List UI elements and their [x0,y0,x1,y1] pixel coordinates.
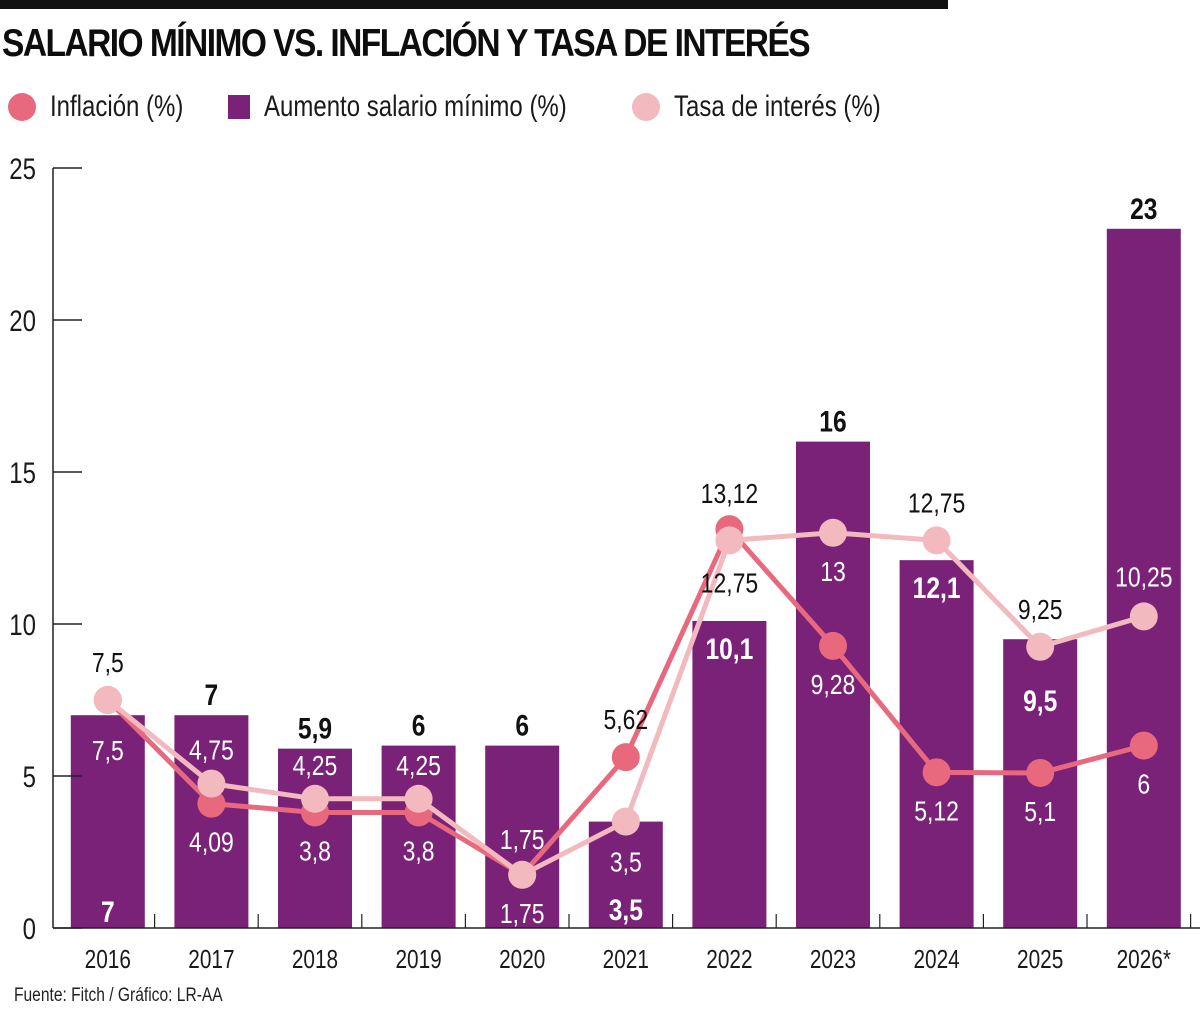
bar-2022 [692,620,767,928]
bar-value-label: 5,9 [298,711,332,745]
inflacion-point [197,789,226,818]
x-tick-label: 2024 [913,945,959,974]
inflacion-point [1026,758,1055,787]
inflacion-value-label: 4,09 [189,828,234,859]
y-tick-label: 15 [9,455,36,489]
tasa-point [301,784,329,813]
inflacion-value-label: 3,8 [299,836,331,867]
tasa-point [197,769,226,798]
bar-value-label: 7 [205,678,219,712]
inflacion-value-label: 3,8 [403,836,435,867]
tasa-point [93,686,122,714]
bar-value-label: 9,5 [1023,684,1057,718]
inflacion-point [611,743,640,772]
y-tick-label: 0 [23,911,36,945]
tasa-value-label: 1,75 [500,825,545,856]
inflacion-point [1129,731,1158,760]
inflacion-value-label: 5,1 [1024,797,1056,828]
tasa-value-label: 4,25 [396,751,441,782]
tasa-point [1129,602,1158,631]
chart-title: SALARIO MÍNIMO VS. INFLACIÓN Y TASA DE I… [2,22,811,65]
bar-2019 [381,745,456,928]
x-tick-label: 2026* [1117,945,1171,974]
tasa-point [922,526,951,555]
legend-item-salario: Aumento salario mínimo (%) [228,90,642,124]
inflacion-value-label: 5,62 [603,705,648,736]
x-tick-label: 2023 [810,945,856,974]
bar-value-label: 10,1 [705,632,753,666]
y-tick-label: 5 [23,759,36,793]
legend-item-tasa: Tasa de interés (%) [632,90,932,124]
x-tick-label: 2019 [395,945,441,974]
y-tick-label: 25 [9,151,36,185]
legend: Inflación (%) Aumento salario mínimo (%)… [0,90,950,130]
legend-label: Inflación (%) [50,90,184,123]
inflacion-value-label: 5,12 [914,796,959,827]
bar-value-label: 7 [101,895,115,929]
tasa-point [508,860,537,889]
x-tick-label: 2017 [188,945,234,974]
inflacion-value-label: 7,5 [92,736,124,767]
bar-2017 [174,715,249,928]
legend-square-icon [228,95,250,119]
tasa-value-label: 10,25 [1115,562,1172,593]
tasa-value-label: 4,75 [189,736,234,767]
tasa-value-label: 12,75 [908,488,965,519]
legend-label: Aumento salario mínimo (%) [264,90,567,123]
tasa-point [1026,632,1055,661]
tasa-point [611,807,640,836]
y-tick-label: 10 [9,607,36,641]
tasa-value-label: 3,5 [610,848,642,879]
x-tick-label: 2022 [706,945,752,974]
tasa-value-label: 4,25 [293,751,338,782]
tasa-point [819,518,847,547]
y-tick-label: 20 [9,303,36,337]
bar-2021 [588,821,663,928]
tasa-value-label: 9,25 [1018,595,1063,626]
bar-value-label: 16 [819,404,846,438]
legend-label: Tasa de interés (%) [674,90,881,123]
inflacion-value-label: 13,12 [701,479,758,510]
inflacion-point [922,758,951,787]
bar-value-label: 3,5 [609,893,643,927]
inflacion-point [819,631,847,660]
tasa-point [404,784,433,813]
bar-value-label: 6 [412,708,426,742]
x-tick-label: 2021 [603,945,649,974]
bar-2018 [278,748,352,928]
bar-value-label: 6 [515,708,529,742]
x-tick-label: 2016 [85,945,131,974]
legend-circle-icon [632,93,660,121]
top-rule [0,0,948,9]
inflacion-value-label: 6 [1137,770,1150,801]
inflacion-value-label: 1,75 [500,899,545,930]
legend-circle-icon [8,93,36,121]
source-note: Fuente: Fitch / Gráfico: LR-AA [14,985,223,1006]
x-tick-label: 2020 [499,945,545,974]
bar-value-label: 12,1 [913,571,961,605]
bar-value-label: 23 [1130,191,1157,225]
x-tick-label: 2025 [1017,945,1063,974]
tasa-value-label: 7,5 [92,648,124,679]
tasa-point [715,526,744,555]
tasa-value-label: 13 [820,557,846,588]
inflacion-value-label: 9,28 [811,670,856,701]
bar-2026* [1106,228,1181,929]
tasa-value-label: 12,75 [701,568,758,599]
x-tick-label: 2018 [292,945,338,974]
bar-2016 [70,715,145,928]
legend-item-inflacion: Inflación (%) [8,90,217,124]
bar-2020 [485,745,560,928]
